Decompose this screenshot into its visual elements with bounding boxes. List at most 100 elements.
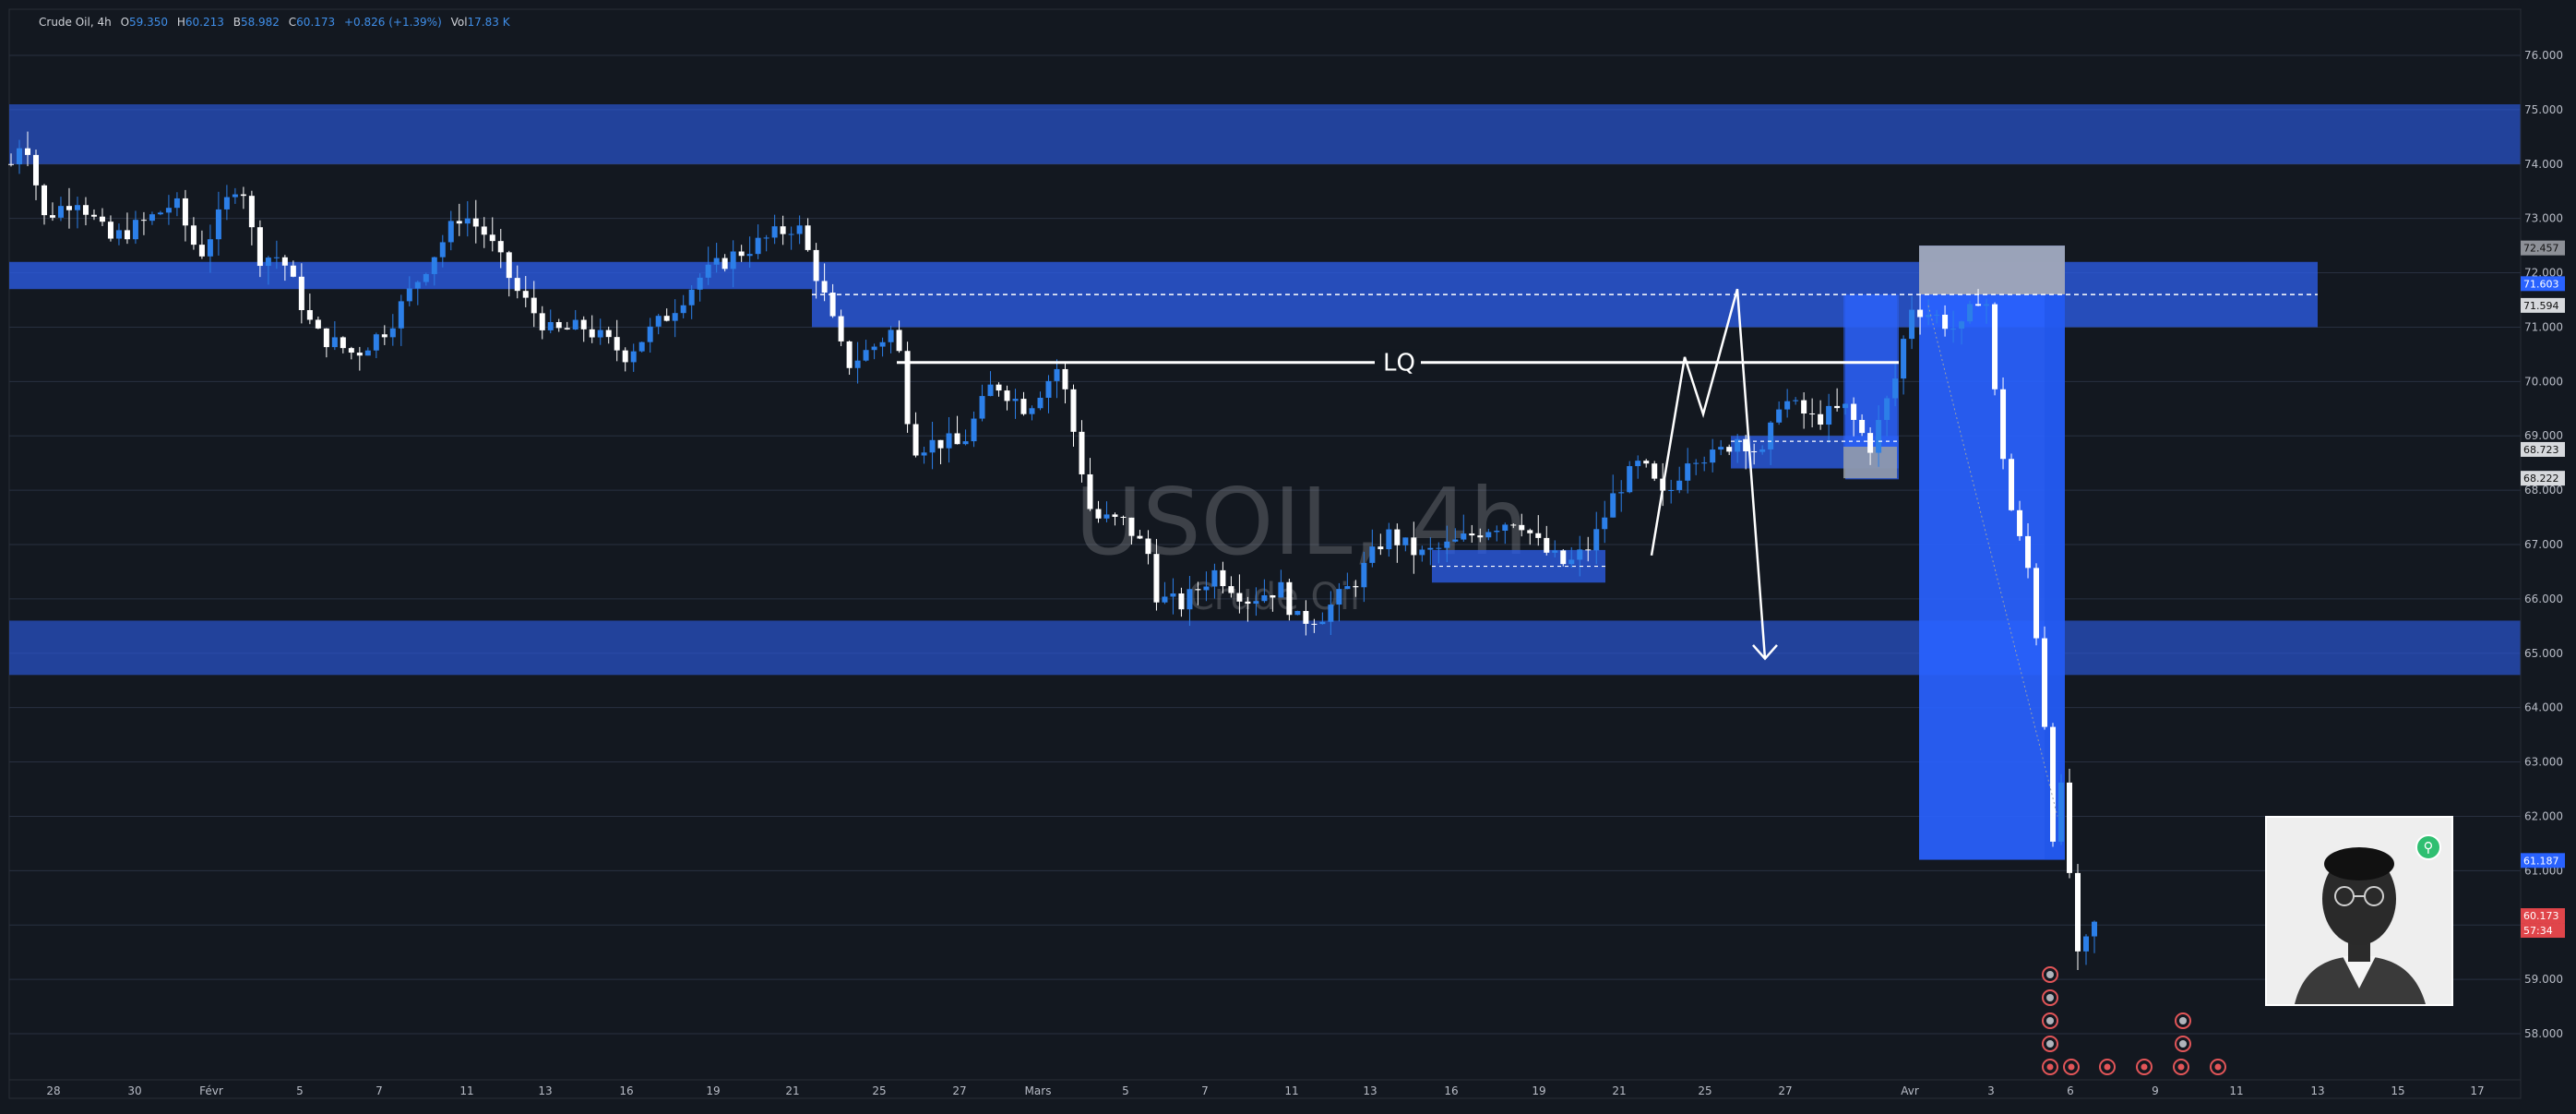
candle[interactable] [1701, 456, 1708, 472]
candle[interactable] [57, 197, 64, 222]
candle[interactable] [1095, 500, 1102, 523]
candle[interactable] [1128, 517, 1135, 545]
candle[interactable] [1984, 298, 1990, 324]
candle[interactable] [1245, 596, 1251, 622]
candle[interactable] [1676, 466, 1683, 494]
candle[interactable] [1162, 581, 1168, 605]
candle[interactable] [722, 254, 728, 272]
candle[interactable] [1037, 391, 1044, 411]
candle[interactable] [2067, 768, 2073, 879]
candle[interactable] [605, 326, 612, 344]
candle[interactable] [190, 217, 197, 250]
candle[interactable] [2017, 500, 2023, 541]
price-axis[interactable]: 76.000 75.000 74.000 73.000 72.000 71.000 70.0… [2520, 9, 2565, 1098]
candle[interactable] [1784, 389, 1791, 418]
candle[interactable] [705, 246, 711, 285]
candle[interactable] [1145, 530, 1151, 565]
candle[interactable] [713, 243, 720, 273]
candle[interactable] [1759, 445, 1766, 455]
candle[interactable] [1494, 525, 1500, 542]
candle[interactable] [1934, 309, 1940, 324]
candle[interactable] [514, 265, 520, 299]
candle[interactable] [1718, 439, 1724, 456]
candle[interactable] [132, 210, 138, 245]
candle[interactable] [1652, 461, 1658, 482]
candle[interactable] [124, 212, 130, 245]
candle[interactable] [1643, 459, 1650, 468]
candle[interactable] [1112, 512, 1118, 526]
candle[interactable] [1535, 515, 1542, 546]
candle[interactable] [1859, 413, 1866, 437]
candle[interactable] [398, 294, 404, 346]
candle[interactable] [622, 347, 628, 372]
news-event-icon[interactable] [2136, 1059, 2153, 1075]
candle[interactable] [306, 293, 313, 325]
candle[interactable] [215, 191, 221, 256]
candle[interactable] [157, 210, 163, 216]
candle[interactable] [871, 343, 877, 360]
candle[interactable] [763, 234, 769, 252]
candle[interactable] [838, 309, 844, 347]
candle[interactable] [2000, 377, 2007, 470]
candle[interactable] [1070, 384, 1077, 447]
candle[interactable] [755, 224, 761, 259]
candle[interactable] [1203, 571, 1210, 602]
candle[interactable] [1992, 302, 1998, 396]
candle[interactable] [447, 210, 454, 251]
candle[interactable] [489, 217, 495, 252]
candle[interactable] [738, 245, 745, 262]
candle[interactable] [1311, 618, 1318, 633]
candle[interactable] [1834, 388, 1841, 412]
candle[interactable] [1577, 535, 1583, 577]
candle[interactable] [1602, 500, 1608, 544]
candle[interactable] [1884, 395, 1890, 437]
candle[interactable] [680, 294, 686, 318]
candle[interactable] [921, 447, 927, 464]
candle[interactable] [946, 416, 952, 463]
candle[interactable] [1319, 612, 1326, 625]
candle[interactable] [340, 336, 346, 353]
candle[interactable] [1793, 397, 1799, 405]
candle[interactable] [2025, 522, 2032, 579]
candle[interactable] [555, 318, 562, 332]
candle[interactable] [1544, 525, 1550, 556]
candle[interactable] [1485, 529, 1492, 541]
candle[interactable] [1436, 542, 1442, 564]
candle[interactable] [423, 272, 429, 286]
candle[interactable] [630, 343, 637, 372]
candle[interactable] [1377, 533, 1384, 556]
candle[interactable] [1187, 576, 1193, 627]
candle[interactable] [232, 187, 238, 204]
candle[interactable] [888, 326, 894, 353]
candle[interactable] [1851, 397, 1857, 437]
news-event-icon[interactable] [2099, 1059, 2116, 1075]
candle[interactable] [240, 186, 246, 210]
candle[interactable] [522, 276, 529, 307]
candle[interactable] [1253, 587, 1259, 617]
candlestick-series[interactable] [8, 131, 2097, 971]
candle[interactable] [1328, 591, 1334, 636]
candle[interactable] [572, 309, 578, 330]
candle[interactable] [90, 209, 97, 221]
candle[interactable] [364, 347, 371, 356]
candle[interactable] [1411, 521, 1417, 574]
candle[interactable] [863, 340, 869, 362]
news-event-icon[interactable] [2173, 1059, 2189, 1075]
candle[interactable] [1303, 600, 1309, 636]
candle[interactable] [1743, 435, 1749, 470]
candle[interactable] [1361, 551, 1367, 603]
candle[interactable] [198, 230, 205, 259]
candle[interactable] [182, 189, 188, 242]
candle[interactable] [1735, 434, 1741, 463]
candle[interactable] [1419, 545, 1425, 562]
candle[interactable] [1917, 294, 1924, 335]
event-markers[interactable] [2042, 966, 2226, 1075]
candle[interactable] [1502, 522, 1509, 545]
candle[interactable] [66, 187, 72, 229]
candle[interactable] [506, 250, 512, 297]
candle[interactable] [1950, 310, 1957, 343]
candle[interactable] [1344, 572, 1351, 590]
candle[interactable] [1270, 594, 1276, 612]
candle[interactable] [256, 220, 263, 278]
